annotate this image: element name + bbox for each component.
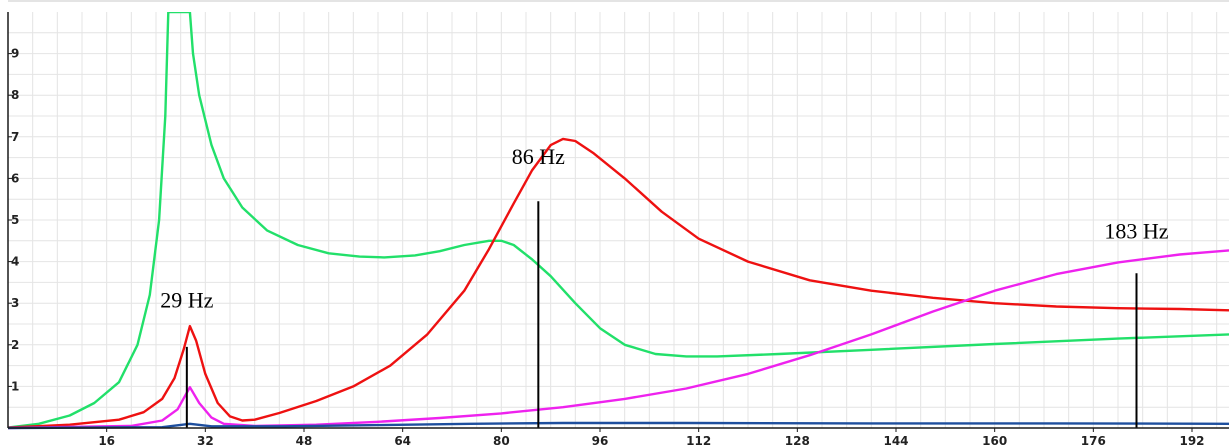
x-tick-label: 32 <box>197 434 214 448</box>
y-tick-label: 4 <box>11 255 19 269</box>
y-tick-label: 7 <box>11 130 19 144</box>
x-tick-label: 64 <box>394 434 411 448</box>
x-tick-label: 48 <box>296 434 313 448</box>
marker-label-3: 183 Hz <box>1104 219 1168 244</box>
axes: 16 32 48 64 80 96 112 128 144 160 176 192 1 2 3 4 5 6 7 8 9 <box>7 0 1229 448</box>
y-tick-label: 3 <box>11 296 19 310</box>
y-tick-label: 1 <box>11 379 19 393</box>
x-tick-label: 112 <box>686 434 711 448</box>
series-line-1 <box>7 10 1229 429</box>
x-tick-label: 160 <box>982 434 1007 448</box>
y-tick-label: 6 <box>11 171 19 185</box>
x-tick-label: 80 <box>493 434 510 448</box>
annotations: 29 Hz 86 Hz 183 Hz <box>160 144 1169 428</box>
y-tick-label: 2 <box>11 338 19 352</box>
series-lines <box>0 0 1229 430</box>
y-tick-label: 8 <box>11 88 19 102</box>
top-mask <box>0 0 1229 12</box>
marker-label-1: 29 Hz <box>160 287 213 312</box>
y-tick-label: 5 <box>11 213 19 227</box>
x-tick-label: 176 <box>1081 434 1106 448</box>
marker-label-2: 86 Hz <box>512 144 565 169</box>
x-tick-label: 144 <box>883 434 908 448</box>
series-line-2 <box>7 137 1229 429</box>
x-tick-label: 128 <box>785 434 810 448</box>
x-tick-label: 16 <box>98 434 115 448</box>
x-tick-label: 96 <box>592 434 609 448</box>
series-line-4 <box>7 421 1229 430</box>
y-tick-label: 9 <box>11 47 19 61</box>
gridlines <box>8 12 1229 428</box>
x-tick-label: 192 <box>1179 434 1204 448</box>
series-line-3 <box>7 249 1229 430</box>
